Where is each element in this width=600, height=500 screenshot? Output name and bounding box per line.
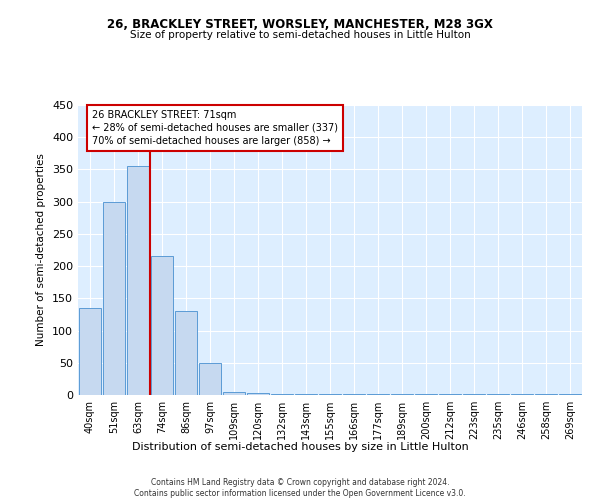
Bar [319,394,341,395]
Bar [127,166,149,395]
Text: 26 BRACKLEY STREET: 71sqm
← 28% of semi-detached houses are smaller (337)
70% of: 26 BRACKLEY STREET: 71sqm ← 28% of semi-… [92,110,338,146]
Y-axis label: Number of semi-detached properties: Number of semi-detached properties [37,154,46,346]
Text: Contains HM Land Registry data © Crown copyright and database right 2024.
Contai: Contains HM Land Registry data © Crown c… [134,478,466,498]
Text: Size of property relative to semi-detached houses in Little Hulton: Size of property relative to semi-detach… [130,30,470,40]
Bar [295,394,317,395]
Bar [223,392,245,395]
Bar [511,394,533,395]
Bar [199,363,221,395]
Bar [415,394,437,395]
Bar [79,308,101,395]
Bar [439,394,461,395]
Bar [175,311,197,395]
Text: 26, BRACKLEY STREET, WORSLEY, MANCHESTER, M28 3GX: 26, BRACKLEY STREET, WORSLEY, MANCHESTER… [107,18,493,30]
Bar [367,394,389,395]
Bar [103,202,125,395]
Bar [151,256,173,395]
Bar [391,394,413,395]
Text: Distribution of semi-detached houses by size in Little Hulton: Distribution of semi-detached houses by … [131,442,469,452]
Bar [535,394,557,395]
Bar [559,394,581,395]
Bar [343,394,365,395]
Bar [487,394,509,395]
Bar [247,393,269,395]
Bar [463,394,485,395]
Bar [271,394,293,395]
